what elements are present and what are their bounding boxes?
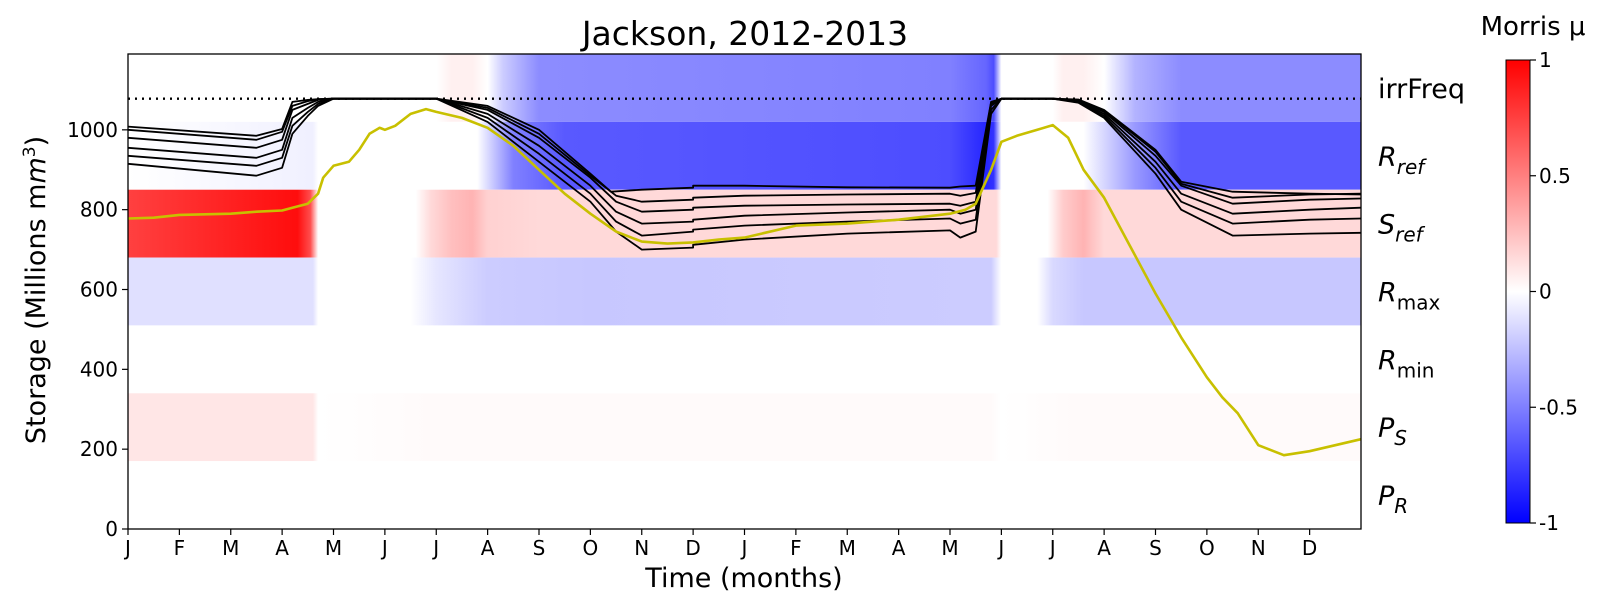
x-tick-label: J xyxy=(380,536,388,560)
sensitivity-band xyxy=(128,257,1361,326)
x-tick-label: A xyxy=(481,536,495,560)
ensemble-line xyxy=(127,97,1362,251)
y-axis: 0 200 400 600 800 1000 xyxy=(67,118,128,541)
band-label: PR xyxy=(1378,481,1408,518)
y-tick-label: 400 xyxy=(80,357,118,381)
x-tick-label: D xyxy=(685,536,700,560)
band-labels: irrFreq Rref Sref Rmax Rmin PS PR xyxy=(1378,74,1465,518)
sensitivity-band xyxy=(128,189,1361,258)
band-label: Rmax xyxy=(1378,278,1441,315)
y-axis-label-unit: m xyxy=(21,157,52,183)
y-tick-label: 200 xyxy=(80,437,118,461)
x-tick-label: J xyxy=(1048,536,1056,560)
x-axis-label: Time (months) xyxy=(644,563,842,594)
colorbar xyxy=(1505,59,1531,524)
ensemble-line xyxy=(127,97,1362,203)
x-tick-label: M xyxy=(222,536,239,560)
colorbar-ticks: 1 0.5 0 -0.5 -1 xyxy=(1530,48,1578,535)
sensitivity-band xyxy=(128,54,1361,122)
x-tick-label: F xyxy=(174,536,186,560)
band-label: Rref xyxy=(1378,142,1427,179)
band-label: PS xyxy=(1378,413,1407,450)
y-tick-label: 0 xyxy=(105,517,118,541)
x-tick-label: S xyxy=(1149,536,1162,560)
x-tick-label: S xyxy=(533,536,546,560)
y-tick-label: 800 xyxy=(80,198,118,222)
x-tick-label: O xyxy=(583,536,599,560)
y-tick-label: 1000 xyxy=(67,118,118,142)
colorbar-tick-label: -1 xyxy=(1539,511,1559,535)
y-tick-label: 600 xyxy=(80,278,118,302)
band-label: irrFreq xyxy=(1378,74,1465,105)
x-tick-label: A xyxy=(1097,536,1111,560)
sensitivity-band xyxy=(128,393,1361,462)
x-tick-label: M xyxy=(325,536,342,560)
x-tick-label: J xyxy=(740,536,748,560)
x-tick-label: F xyxy=(790,536,802,560)
x-tick-label: M xyxy=(941,536,958,560)
colorbar-tick-label: 1 xyxy=(1539,48,1552,72)
x-tick-label: J xyxy=(431,536,439,560)
x-tick-label: O xyxy=(1199,536,1215,560)
x-tick-label: D xyxy=(1302,536,1317,560)
sensitivity-band xyxy=(128,325,1361,394)
sensitivity-band xyxy=(128,461,1361,529)
sensitivity-bands xyxy=(128,54,1361,529)
band-label: Rmin xyxy=(1378,345,1434,382)
ensemble-line xyxy=(127,97,1362,225)
chart-title: Jackson, 2012-2013 xyxy=(580,14,908,53)
x-tick-label: J xyxy=(123,536,131,560)
colorbar-tick-label: 0.5 xyxy=(1539,164,1571,188)
colorbar-tick-label: -0.5 xyxy=(1539,395,1578,419)
x-tick-label: M xyxy=(839,536,856,560)
x-tick-label: N xyxy=(1251,536,1266,560)
x-tick-label: N xyxy=(634,536,649,560)
band-label: Sref xyxy=(1378,210,1426,247)
y-axis-label: Storage (Millions mm3) xyxy=(20,136,52,444)
x-tick-label: A xyxy=(892,536,906,560)
colorbar-tick-label: 0 xyxy=(1539,280,1552,304)
observed-storage-line xyxy=(127,107,1362,457)
x-tick-label: A xyxy=(275,536,289,560)
storage-series xyxy=(127,97,1362,457)
ensemble-line xyxy=(127,97,1362,237)
colorbar-title: Morris μ xyxy=(1481,12,1586,42)
x-tick-label: J xyxy=(996,536,1004,560)
